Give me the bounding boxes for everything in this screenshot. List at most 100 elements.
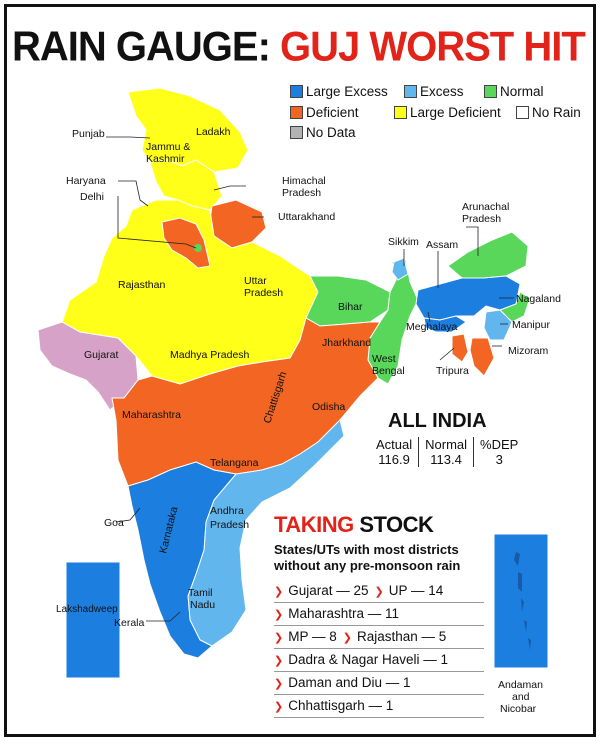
label-arunachal-1: Arunachal [462, 201, 509, 213]
andaman-box [493, 533, 549, 669]
heading-black-part: STOCK [353, 512, 434, 537]
title-part-1: RAIN GAUGE: [12, 23, 280, 71]
label-jk-1: Jammu & [146, 141, 190, 153]
taking-stock-heading: TAKING STOCK [274, 512, 484, 538]
leader-lines [106, 136, 514, 622]
actual-value: 116.9 [378, 452, 410, 467]
arrow-icon: ❯ [274, 609, 284, 621]
swatch-large-excess [290, 85, 303, 98]
legend-normal: Normal [484, 84, 544, 99]
legend-label-no-data: No Data [306, 125, 356, 140]
actual-column: Actual 116.9 [370, 437, 418, 467]
label-rajasthan: Rajasthan [118, 279, 165, 291]
label-manipur: Manipur [512, 319, 550, 331]
arrow-icon: ❯ [274, 701, 284, 713]
stock-item: Dadra & Nagar Haveli — 1 [288, 652, 449, 667]
normal-column: Normal 113.4 [418, 437, 475, 467]
region-himachal [149, 159, 223, 211]
region-meghalaya [423, 315, 467, 333]
label-himachal-2: Pradesh [282, 187, 321, 199]
all-india-panel: ALL INDIA Actual 116.9 Normal 113.4 %DEP… [370, 410, 570, 467]
legend-label-deficient: Deficient [306, 105, 359, 120]
normal-label: Normal [425, 437, 468, 452]
stock-item: UP — 14 [388, 583, 444, 598]
label-assam: Assam [426, 239, 458, 251]
legend-label-no-rain: No Rain [532, 105, 581, 120]
taking-stock-panel: TAKING STOCK States/UTs with most distri… [274, 512, 484, 718]
label-sikkim: Sikkim [388, 236, 419, 248]
label-ap-1: Andhra [210, 505, 244, 517]
label-tn-2: Nadu [190, 599, 215, 611]
andaman-islands [514, 552, 531, 650]
swatch-excess [404, 85, 417, 98]
legend-label-excess: Excess [420, 84, 464, 99]
dep-column: %DEP 3 [474, 437, 524, 467]
stock-row: ❯ Chhattisgarh — 1 [274, 695, 484, 718]
swatch-normal [484, 85, 497, 98]
stock-item: Chhattisgarh — 1 [288, 698, 394, 713]
label-lakshadweep: Lakshadweep [56, 604, 118, 615]
label-jk-2: Kashmir [146, 153, 185, 165]
region-arunachal [447, 231, 529, 279]
stock-row: ❯ Gujarat — 25 ❯ UP — 14 [274, 580, 484, 603]
actual-label: Actual [376, 437, 413, 452]
stock-row: ❯ Dadra & Nagar Haveli — 1 [274, 649, 484, 672]
region-manipur [483, 309, 513, 341]
legend-no-data: No Data [290, 125, 356, 140]
swatch-no-data [290, 126, 303, 139]
label-gujarat: Gujarat [84, 349, 119, 361]
label-wb-1: West [372, 353, 396, 365]
label-goa: Goa [104, 517, 124, 529]
dep-value: 3 [495, 452, 503, 467]
stock-item: Maharashtra — 11 [288, 606, 400, 621]
arrow-icon: ❯ [342, 632, 352, 644]
label-delhi: Delhi [80, 191, 104, 203]
label-ap-2: Pradesh [210, 519, 249, 531]
stock-item: Rajasthan — 5 [356, 629, 447, 644]
label-maharashtra: Maharashtra [122, 409, 181, 421]
stock-item: MP — 8 [288, 629, 337, 644]
title-part-2: GUJ WORST HIT [280, 23, 586, 71]
label-himachal-1: Himachal [282, 175, 326, 187]
label-punjab: Punjab [72, 128, 105, 140]
legend-excess: Excess [404, 84, 464, 99]
label-up-2: Pradesh [244, 287, 283, 299]
label-bihar: Bihar [338, 301, 363, 313]
stock-item: Gujarat — 25 [288, 583, 369, 598]
arrow-icon: ❯ [274, 586, 284, 598]
legend-large-deficient: Large Deficient [394, 105, 501, 120]
region-west-bengal [367, 259, 419, 385]
heading-red-part: TAKING [274, 512, 354, 537]
all-india-heading: ALL INDIA [388, 410, 487, 432]
lakshadweep-box [65, 561, 121, 679]
label-arunachal-2: Pradesh [462, 213, 501, 225]
stock-item: Daman and Diu — 1 [288, 675, 411, 690]
label-telangana: Telangana [210, 457, 259, 469]
stock-list: ❯ Gujarat — 25 ❯ UP — 14 ❯ Maharashtra — 11 ❯ M… [274, 580, 484, 718]
label-andaman-2: and [512, 691, 530, 703]
label-kerala: Kerala [114, 617, 145, 629]
arrow-icon: ❯ [374, 586, 384, 598]
label-tn-1: Tamil [188, 587, 213, 599]
arrow-icon: ❯ [274, 632, 284, 644]
page-title: RAIN GAUGE: GUJ WORST HIT [12, 23, 586, 71]
label-jharkhand: Jharkhand [322, 337, 371, 349]
region-haryana [161, 217, 211, 269]
label-wb-2: Bengal [372, 365, 405, 377]
label-andaman-1: Andaman [498, 679, 543, 691]
legend-label-normal: Normal [500, 84, 544, 99]
taking-stock-subtitle: States/UTs with most districts without a… [274, 542, 461, 573]
label-meghalaya: Meghalaya [406, 321, 458, 333]
region-delhi [194, 244, 202, 252]
region-karnataka-kerala [127, 461, 237, 659]
stock-row: ❯ Maharashtra — 11 [274, 603, 484, 626]
stock-row: ❯ MP — 8 ❯ Rajasthan — 5 [274, 626, 484, 649]
label-andaman-3: Nicobar [500, 703, 537, 715]
region-tripura [451, 333, 469, 363]
arrow-icon: ❯ [274, 678, 284, 690]
stock-row: ❯ Daman and Diu — 1 [274, 672, 484, 695]
label-nagaland: Nagaland [516, 293, 561, 305]
label-mp: Madhya Pradesh [170, 349, 250, 361]
region-mizoram [469, 337, 495, 377]
swatch-deficient [290, 106, 303, 119]
